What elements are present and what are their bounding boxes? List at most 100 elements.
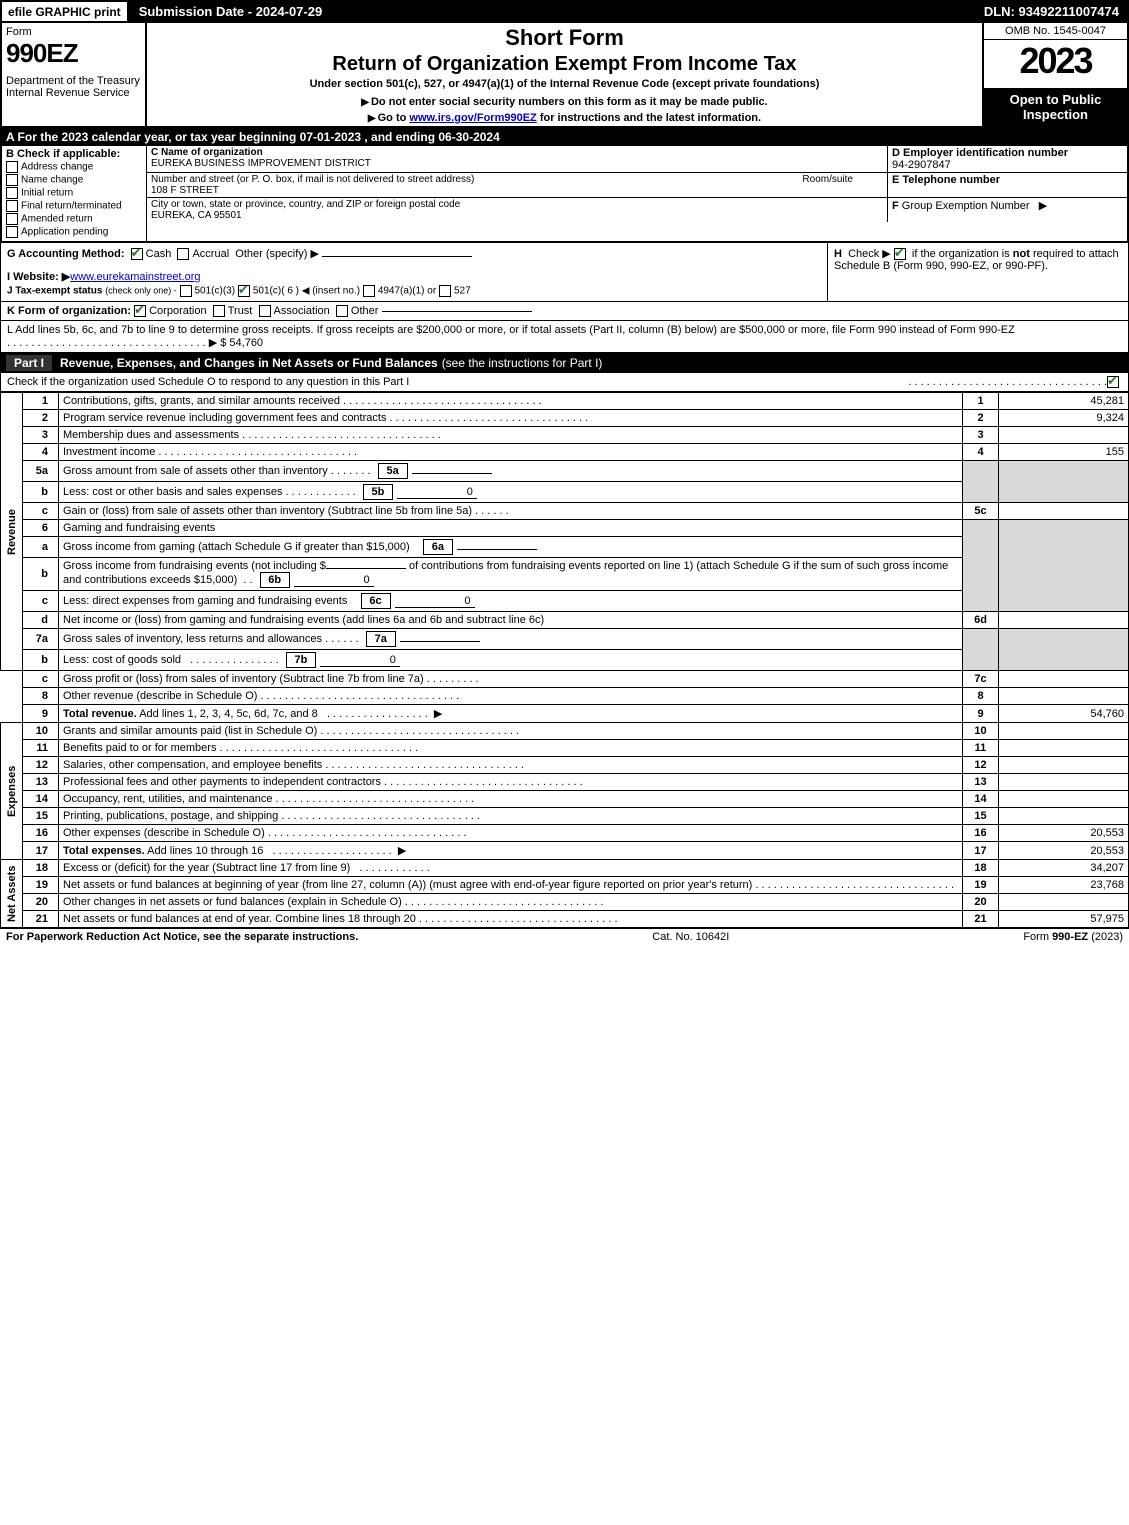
- h-block: H Check ▶ if the organization is not req…: [828, 243, 1128, 301]
- footer-left: For Paperwork Reduction Act Notice, see …: [6, 931, 358, 943]
- checkbox-final-return[interactable]: [6, 200, 18, 212]
- line-5b-subval: 0: [397, 486, 477, 499]
- checkbox-address-change[interactable]: [6, 161, 18, 173]
- checkbox-name-change[interactable]: [6, 174, 18, 186]
- line-3-desc: Membership dues and assessments: [63, 429, 239, 441]
- c-name-label: C Name of organization: [151, 147, 883, 158]
- form-header: Form 990EZ Department of the Treasury In…: [0, 23, 1129, 128]
- website-link[interactable]: www.eurekamainstreet.org: [70, 271, 200, 283]
- checkbox-application-pending[interactable]: [6, 226, 18, 238]
- b-label: Check if applicable:: [17, 148, 120, 160]
- form-word: Form: [6, 26, 141, 38]
- note-ssn: Do not enter social security numbers on …: [153, 96, 976, 108]
- efile-label[interactable]: efile GRAPHIC print: [2, 3, 127, 21]
- top-bar: efile GRAPHIC print Submission Date - 20…: [0, 0, 1129, 23]
- part1-header: Part I Revenue, Expenses, and Changes in…: [0, 353, 1129, 373]
- line-7a-desc: Gross sales of inventory, less returns a…: [63, 633, 322, 645]
- line-12-val: [999, 757, 1129, 774]
- irs-link[interactable]: www.irs.gov/Form990EZ: [409, 112, 536, 124]
- line-3-val: [999, 427, 1129, 444]
- line-8-desc: Other revenue (describe in Schedule O): [63, 690, 257, 702]
- checkbox-527[interactable]: [439, 285, 451, 297]
- main-title: Return of Organization Exempt From Incom…: [153, 53, 976, 76]
- g-accrual: Accrual: [192, 248, 229, 260]
- line-17-val: 20,553: [999, 842, 1129, 860]
- info-grid: B Check if applicable: Address change Na…: [0, 146, 1129, 243]
- line-6a-sub: 6a: [423, 539, 453, 555]
- line-5c-desc: Gain or (loss) from sale of assets other…: [63, 505, 472, 517]
- line-4-desc: Investment income: [63, 446, 155, 458]
- line-19-val: 23,768: [999, 877, 1129, 894]
- footer-right-bold: 990-EZ: [1052, 931, 1088, 943]
- g-label: G Accounting Method:: [7, 248, 125, 260]
- sidebar-revenue: Revenue: [1, 393, 23, 671]
- d-label: D Employer identification number: [892, 147, 1123, 159]
- note2-post: for instructions and the latest informat…: [537, 112, 761, 124]
- b-item-4: Amended return: [21, 214, 93, 225]
- b-item-5: Application pending: [21, 227, 108, 238]
- l-row: L Add lines 5b, 6c, and 7b to line 9 to …: [0, 321, 1129, 353]
- line-7c-val: [999, 671, 1129, 688]
- checkbox-4947[interactable]: [363, 285, 375, 297]
- checkbox-initial-return[interactable]: [6, 187, 18, 199]
- line-20-val: [999, 894, 1129, 911]
- checkbox-cash[interactable]: [131, 248, 143, 260]
- part1-check-row: Check if the organization used Schedule …: [0, 373, 1129, 392]
- street-value: 108 F STREET: [151, 185, 883, 196]
- j-501c: 501(c)( 6 ) ◀ (insert no.): [253, 286, 360, 297]
- checkbox-other[interactable]: [336, 305, 348, 317]
- checkbox-accrual[interactable]: [177, 248, 189, 260]
- header-left: Form 990EZ Department of the Treasury In…: [2, 23, 147, 126]
- col-b: B Check if applicable: Address change Na…: [2, 146, 147, 241]
- f-block: F Group Exemption Number ▶: [887, 198, 1127, 222]
- line-14-val: [999, 791, 1129, 808]
- sidebar-expenses: Expenses: [1, 723, 23, 860]
- part1-title-note: (see the instructions for Part I): [442, 356, 603, 370]
- revenue-table: Revenue 1Contributions, gifts, grants, a…: [0, 392, 1129, 928]
- city-label: City or town, state or province, country…: [151, 199, 883, 210]
- line-6a-subval: [457, 549, 537, 550]
- line-7b-desc: Less: cost of goods sold: [63, 654, 181, 666]
- note-goto: Go to www.irs.gov/Form990EZ for instruct…: [153, 112, 976, 124]
- line-1-val: 45,281: [999, 393, 1129, 410]
- c-city-block: City or town, state or province, country…: [147, 198, 887, 222]
- checkbox-501c3[interactable]: [180, 285, 192, 297]
- line-6c-sub: 6c: [361, 593, 391, 609]
- line-11-val: [999, 740, 1129, 757]
- checkbox-amended-return[interactable]: [6, 213, 18, 225]
- g-block: G Accounting Method: Cash Accrual Other …: [1, 243, 828, 301]
- line-14-desc: Occupancy, rent, utilities, and maintena…: [63, 793, 273, 805]
- line-16-val: 20,553: [999, 825, 1129, 842]
- line-6b-pre: Gross income from fundraising events (no…: [63, 560, 326, 572]
- line-7a-sub: 7a: [366, 631, 396, 647]
- section-a: A For the 2023 calendar year, or tax yea…: [0, 128, 1129, 146]
- city-value: EUREKA, CA 95501: [151, 210, 883, 221]
- street-label: Number and street (or P. O. box, if mail…: [151, 174, 474, 185]
- e-block: E Telephone number: [887, 173, 1127, 197]
- header-right: OMB No. 1545-0047 2023 Open to Public In…: [982, 23, 1127, 126]
- line-5b-sub: 5b: [363, 484, 393, 500]
- line-5c-val: [999, 503, 1129, 520]
- checkbox-corp[interactable]: [134, 305, 146, 317]
- checkbox-assoc[interactable]: [259, 305, 271, 317]
- b-item-2: Initial return: [21, 188, 73, 199]
- k-corp: Corporation: [149, 305, 206, 317]
- tax-year: 2023: [984, 40, 1127, 88]
- line-13-val: [999, 774, 1129, 791]
- checkbox-h[interactable]: [894, 248, 906, 260]
- checkbox-501c[interactable]: [238, 285, 250, 297]
- part1-check-text: Check if the organization used Schedule …: [7, 376, 908, 388]
- line-4-val: 155: [999, 444, 1129, 461]
- line-6c-subval: 0: [395, 595, 475, 608]
- line-21-desc: Net assets or fund balances at end of ye…: [63, 913, 416, 925]
- g-cash: Cash: [146, 248, 172, 260]
- subtitle: Under section 501(c), 527, or 4947(a)(1)…: [153, 78, 976, 90]
- checkbox-schedule-o[interactable]: [1107, 376, 1119, 388]
- line-6d-desc: Net income or (loss) from gaming and fun…: [59, 612, 963, 629]
- line-6b-subval: 0: [294, 574, 374, 587]
- i-label: I Website: ▶: [7, 271, 70, 283]
- sidebar-netassets: Net Assets: [1, 860, 23, 928]
- note2-pre: Go to: [378, 112, 410, 124]
- k-row: K Form of organization: Corporation Trus…: [0, 302, 1129, 321]
- checkbox-trust[interactable]: [213, 305, 225, 317]
